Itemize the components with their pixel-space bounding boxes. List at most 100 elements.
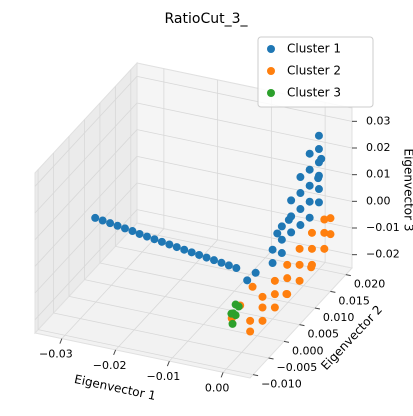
y-tick [268,357,274,360]
point [282,289,291,298]
point [231,300,240,309]
y-tick [345,274,351,277]
chart-title: RatioCut_3_ [165,11,249,27]
point [277,235,286,244]
point [224,261,233,270]
point [283,274,292,283]
point [287,228,296,237]
grid-line [34,156,138,267]
y-tick [314,307,321,310]
grid-line [61,228,165,339]
point [232,264,241,273]
grid-line [136,182,353,229]
legend-label: Cluster 2 [287,64,341,78]
point [307,263,316,272]
point [195,250,204,259]
grid-line [34,182,138,294]
point [270,303,279,312]
grid-line [34,129,138,240]
grid-line [136,209,353,256]
point [258,292,267,301]
point [120,224,129,233]
y-tick-label: 0.000 [292,344,324,357]
point [180,245,189,254]
grid-line [136,75,353,122]
point [295,260,304,269]
point [320,228,329,237]
point [113,221,122,230]
y-tick [283,340,290,343]
point [305,197,314,206]
legend-marker [267,67,275,75]
point [187,248,196,257]
point [320,215,329,224]
x-tick-label: −0.02 [93,359,127,372]
x-tick-label: −0.03 [39,348,73,361]
y-tick-label: 0.005 [307,328,339,341]
grid-line [38,329,254,376]
point [210,256,219,265]
point [172,243,181,252]
y-tick-label: −0.005 [277,361,318,374]
point [227,309,236,318]
point [91,213,100,222]
point [296,173,305,182]
point [296,221,305,230]
grid [34,68,357,378]
point [326,214,335,223]
point [273,229,282,238]
point [307,228,316,237]
x-axis-label: Eigenvector 1 [73,372,157,403]
legend-marker [267,89,275,97]
point [320,244,329,253]
legend-label: Cluster 3 [287,86,341,100]
grid-line [115,245,331,292]
y-tick-label: 0.020 [354,278,386,291]
z-tick-label: 0.03 [366,114,391,127]
point [106,219,115,228]
z-tick-label: 0.00 [366,194,391,207]
point [305,165,314,174]
point [258,316,267,325]
x-tick [166,360,170,367]
y-tick-label: 0.010 [323,311,355,324]
point [150,235,159,244]
legend-box [257,36,374,108]
point [135,229,144,238]
point [268,245,277,254]
point [296,205,305,214]
point [246,327,255,336]
point [246,316,255,325]
point [314,131,323,140]
point [283,260,292,269]
point [143,232,152,241]
point [314,145,323,154]
y-tick [330,290,336,293]
x-tick [113,349,117,356]
marks [91,131,335,336]
z-tick-label: −0.02 [366,248,400,261]
grid-line [34,102,138,214]
panes [34,61,353,379]
point [305,149,314,158]
point [287,196,296,205]
point [270,276,279,285]
grid-line [136,102,353,149]
point [277,222,286,231]
legend-label: Cluster 1 [287,42,341,56]
point [248,282,257,291]
point [258,303,267,312]
grid-line [99,262,315,309]
grid-line [34,76,138,187]
point [157,237,166,246]
point [165,240,174,249]
point [228,319,237,328]
x-tick-label: −0.01 [147,370,181,383]
x-tick-label: 0.00 [205,381,230,394]
point [277,249,286,258]
point [202,253,211,262]
point [295,276,304,285]
point [317,154,326,163]
y-tick [252,374,259,377]
point [314,174,323,183]
